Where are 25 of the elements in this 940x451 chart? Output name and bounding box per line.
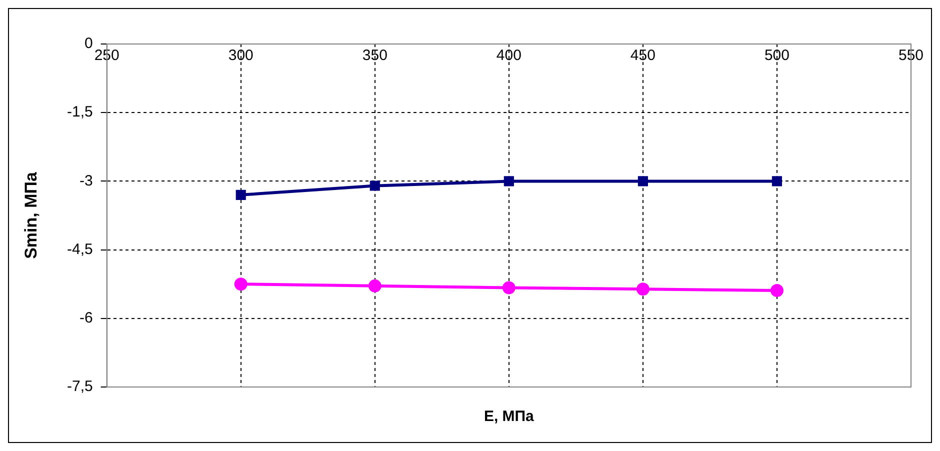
x-tick-label: 500 (764, 47, 790, 64)
y-tick-label: -4,5 (66, 240, 93, 258)
point (638, 176, 648, 186)
y-axis-title: Smin, МПа (22, 172, 41, 259)
x-tick-label: 450 (630, 47, 656, 64)
point (636, 282, 650, 296)
x-tick-label: 400 (496, 47, 522, 64)
point (368, 279, 382, 292)
x-tick-label: 550 (898, 47, 924, 64)
point (772, 176, 782, 186)
y-tick-label: -3 (80, 172, 93, 190)
y-tick-label: -1,5 (66, 104, 93, 121)
point (502, 281, 516, 294)
y-tick-label: 0 (84, 35, 93, 52)
y-tick-label: -6 (80, 310, 93, 327)
x-tick-label: 350 (362, 47, 388, 64)
x-tick-label: 300 (228, 47, 254, 64)
point (236, 190, 246, 200)
point (370, 180, 380, 191)
point (504, 176, 514, 186)
x-tick-label: 250 (94, 47, 120, 64)
x-axis-title: E, МПа (484, 408, 535, 426)
point (234, 278, 248, 291)
y-tick-label: -7,5 (66, 378, 93, 396)
point (770, 284, 784, 298)
